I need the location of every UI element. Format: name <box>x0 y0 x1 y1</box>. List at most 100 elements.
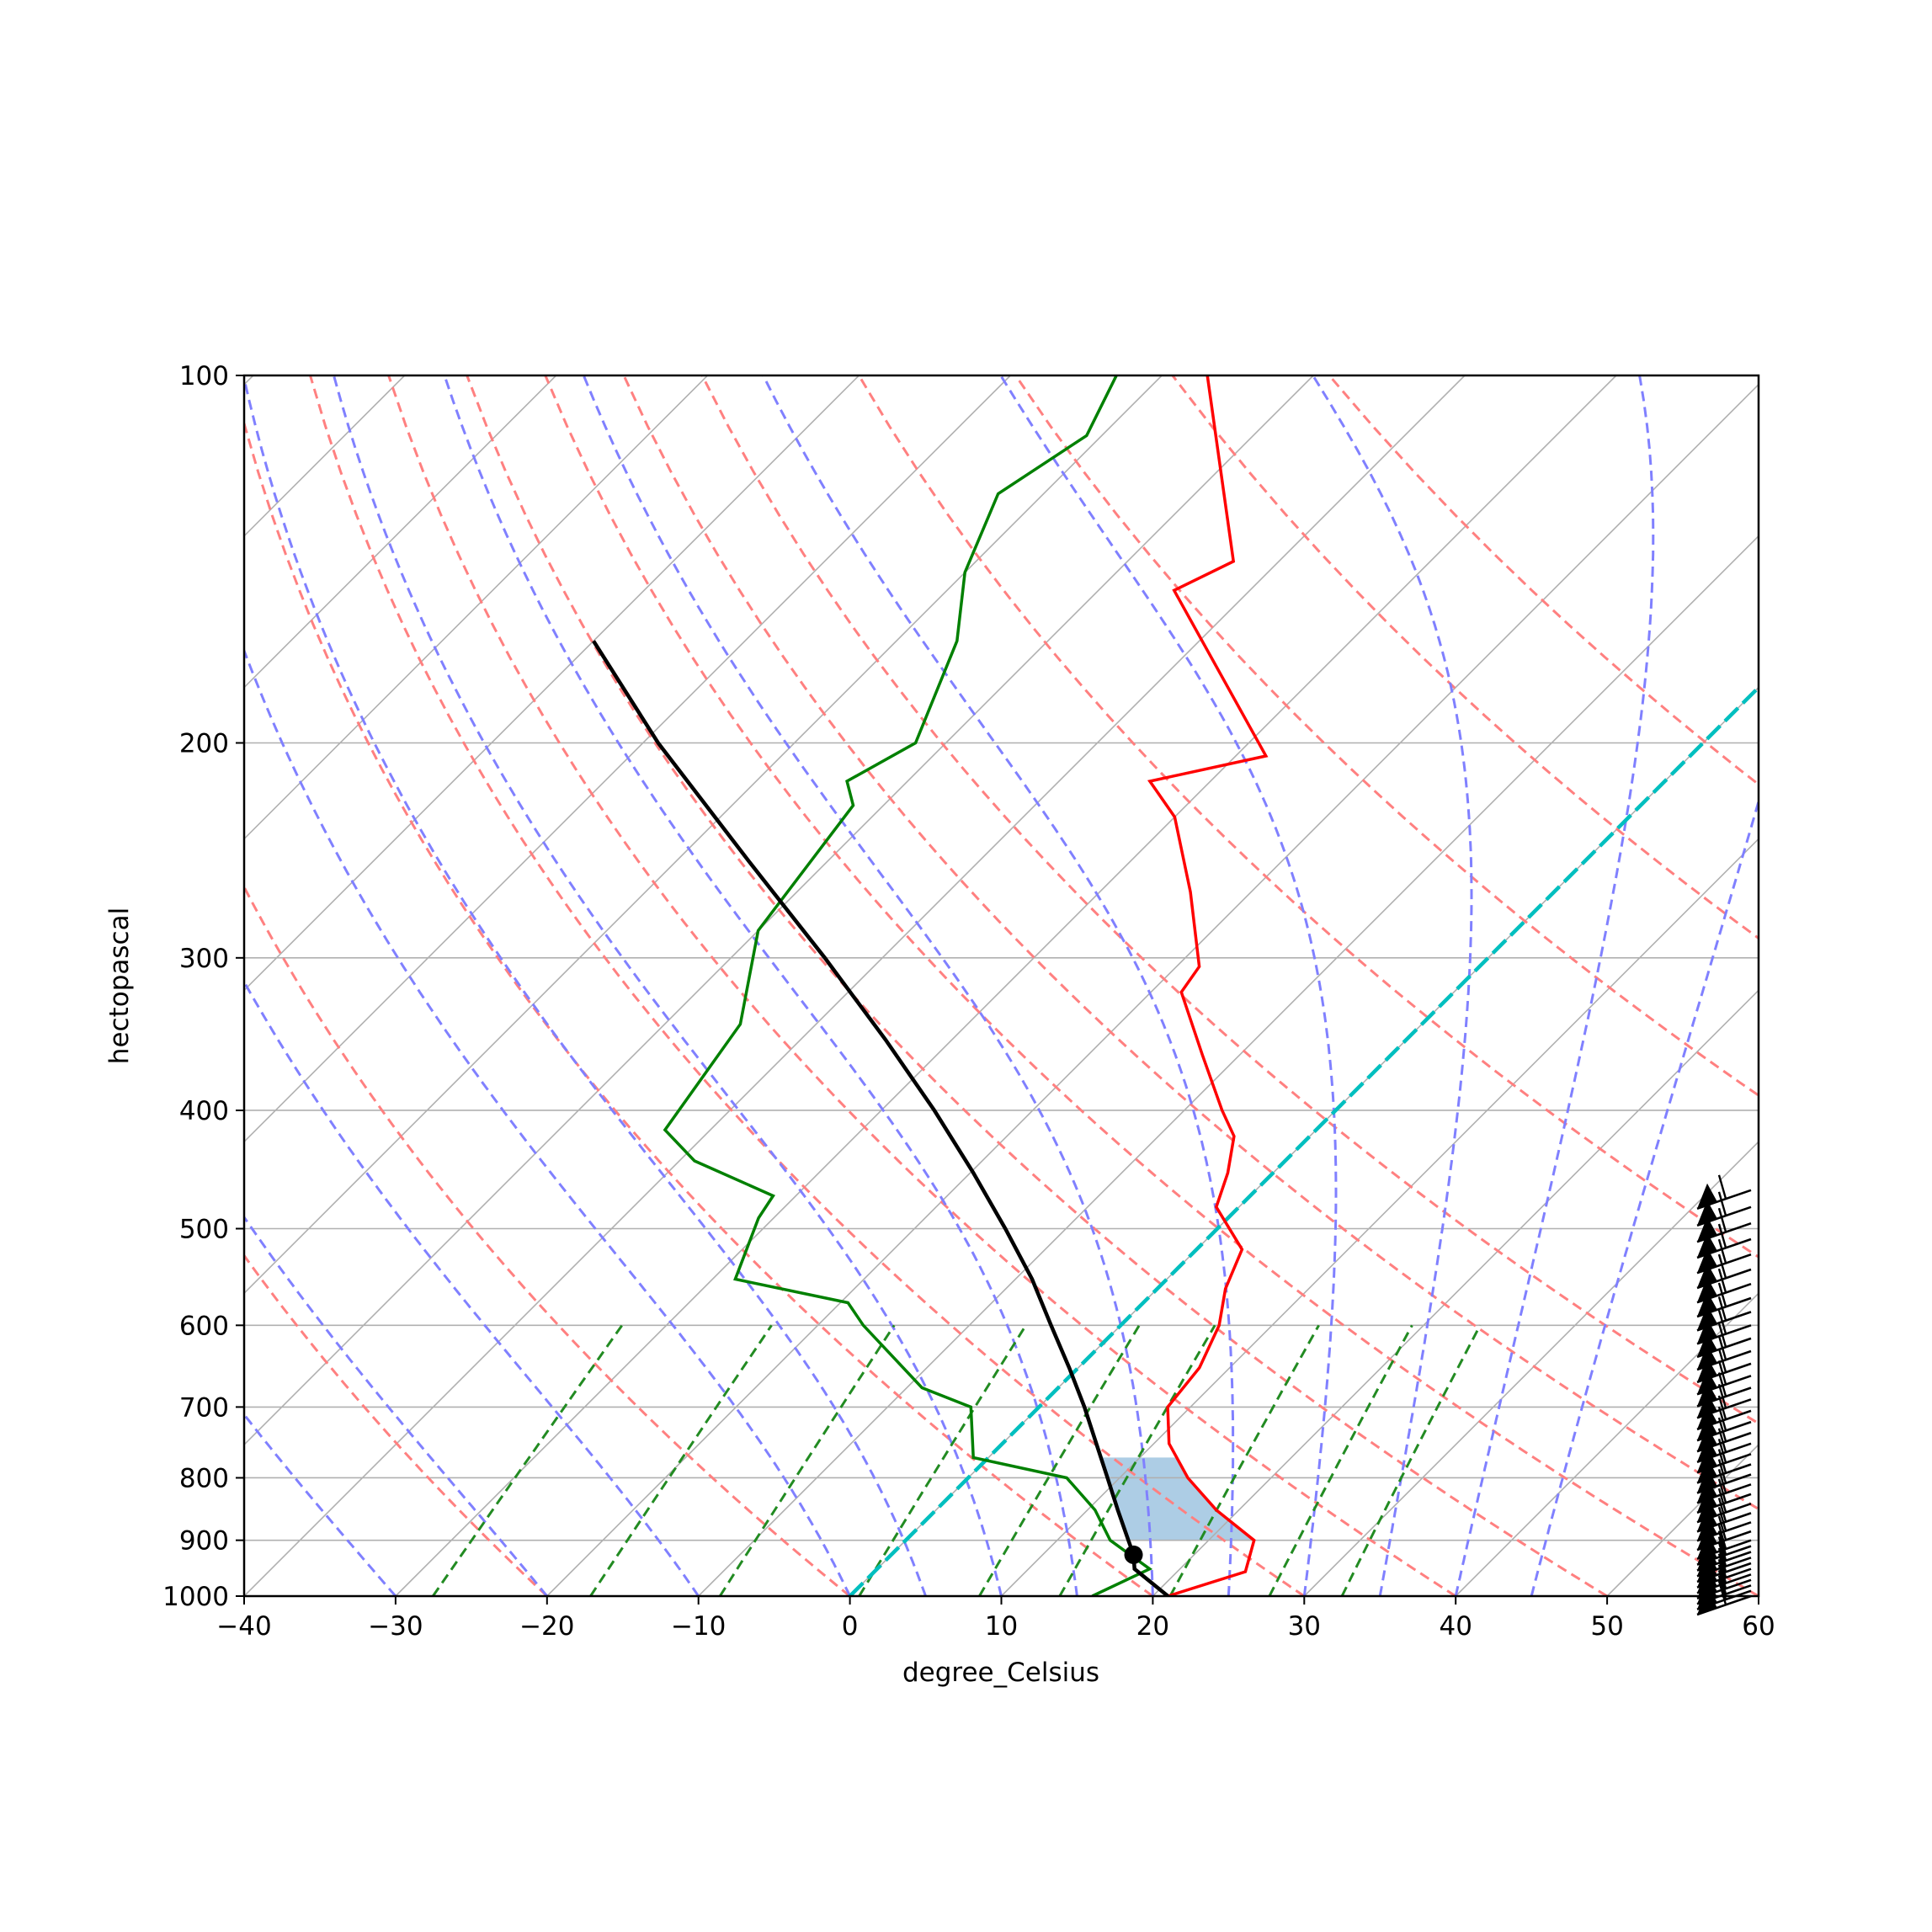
isotherm-line <box>546 383 1759 1596</box>
wind-barb-flag <box>1697 1216 1717 1243</box>
moist-adiabat-line <box>762 375 1235 1596</box>
moist-adiabat-line <box>244 1412 397 1596</box>
wind-barb-flag <box>1697 1356 1717 1382</box>
moist-adiabat-line <box>1454 375 1655 1596</box>
isotherm-line <box>1455 1292 1759 1596</box>
wind-barb-tick <box>1717 1207 1727 1232</box>
wind-barb-flag <box>1697 1183 1717 1209</box>
wind-barb-flag <box>1697 1403 1717 1429</box>
isotherm-line <box>1152 989 1759 1596</box>
dry-adiabat-line <box>1014 375 1759 1098</box>
x-tick-label: 60 <box>1742 1611 1775 1642</box>
x-tick-label: −10 <box>671 1611 726 1642</box>
wind-barb-flag <box>1697 1248 1717 1274</box>
wind-barb-tick <box>1717 1395 1727 1420</box>
special-lines <box>849 684 1759 1596</box>
isotherm-line <box>395 375 1617 1596</box>
x-tick-label: −20 <box>519 1611 574 1642</box>
y-tick-label: 300 <box>179 944 229 974</box>
moist-adiabat-line <box>244 1215 548 1596</box>
wind-barb-tick <box>1717 1498 1727 1522</box>
moist-adiabat-line <box>1312 375 1473 1596</box>
temperature-profile <box>1147 375 1269 1596</box>
dry-adiabat-line <box>622 375 1759 1511</box>
dry-adiabat-line <box>544 375 1759 1596</box>
x-tick-label: 0 <box>842 1611 859 1642</box>
wind-barb-tick <box>1717 1525 1727 1550</box>
y-tick-label: 900 <box>179 1526 229 1557</box>
dry-adiabat-line <box>244 884 851 1596</box>
wind-barb-flag <box>1697 1344 1717 1370</box>
wind-barb <box>1696 1372 1752 1408</box>
dry-adiabat-line <box>466 375 1608 1596</box>
wind-barb-tick <box>1717 1191 1727 1216</box>
isotherm-line <box>1000 838 1759 1596</box>
y-tick-label: 800 <box>179 1463 229 1493</box>
wind-barb-tick <box>1717 1536 1727 1561</box>
x-tick-label: 30 <box>1288 1611 1321 1642</box>
grid-lines <box>0 375 1759 1596</box>
zero-isotherm-line <box>849 684 1759 1596</box>
wind-barb <box>1696 1395 1752 1431</box>
x-tick-label: 10 <box>985 1611 1018 1642</box>
wind-barb-tick <box>1717 1459 1727 1483</box>
wind-barb-flag <box>1697 1392 1717 1418</box>
dry-adiabat-line <box>700 375 1759 1425</box>
wind-barb-flag <box>1697 1369 1717 1395</box>
wind-barb-flag <box>1697 1447 1717 1473</box>
moist-adiabat-line <box>244 375 927 1596</box>
isotherm-line <box>244 375 1466 1596</box>
x-tick-label: −40 <box>216 1611 271 1642</box>
x-tick-label: 50 <box>1590 1611 1623 1642</box>
x-tick-label: 40 <box>1439 1611 1472 1642</box>
y-tick-label: 700 <box>179 1392 229 1423</box>
wind-barb-tick <box>1717 1468 1727 1493</box>
wind-barb-tick <box>1717 1383 1727 1408</box>
mixing-ratio-line <box>1268 1324 1413 1596</box>
wind-barb-flag <box>1697 1277 1717 1303</box>
moist-adiabat-line <box>333 375 1003 1596</box>
axis-ticks: −40 −30 −20 −10 0 10 20 30 40 50 60 100 200 300 400 500… <box>162 361 1775 1642</box>
mixing-ratio-line <box>1058 1324 1216 1596</box>
moist-adiabat-line <box>443 375 1078 1596</box>
dry-adiabat-line <box>1171 375 1759 940</box>
y-tick-label: 600 <box>179 1311 229 1341</box>
wind-barb-flag <box>1697 1436 1717 1462</box>
wind-barb-flag <box>1697 1291 1717 1317</box>
moist-adiabat-line <box>244 979 700 1596</box>
mixing-ratio-line <box>978 1324 1141 1596</box>
wind-barb-tick <box>1717 1268 1727 1293</box>
isotherm-line <box>1758 1594 1759 1596</box>
y-tick-label: 400 <box>179 1096 229 1126</box>
isotherm-line <box>244 375 1314 1446</box>
isotherm-line <box>1303 1141 1759 1596</box>
wind-barb-flag <box>1697 1381 1717 1407</box>
mixing-ratio-line <box>589 1324 773 1596</box>
mixing-ratio-line <box>1168 1324 1320 1596</box>
y-axis-label: hectopascal <box>104 907 135 1064</box>
wind-barb-flag <box>1697 1305 1717 1331</box>
wind-barb <box>1696 1383 1752 1419</box>
moist-adiabat-line <box>1530 796 1759 1596</box>
x-axis-label: degree_Celsius <box>902 1658 1099 1688</box>
wind-barb <box>1696 1207 1752 1243</box>
wind-barb-tick <box>1717 1515 1727 1541</box>
wind-barb-tick <box>1717 1238 1727 1264</box>
y-tick-label: 200 <box>179 728 229 758</box>
isotherm-line <box>244 375 557 689</box>
wind-barb-tick <box>1717 1174 1727 1200</box>
wind-barbs <box>1696 1174 1752 1616</box>
wind-barb-flag <box>1697 1331 1717 1357</box>
x-tick-label: 20 <box>1136 1611 1169 1642</box>
wind-barb <box>1696 1223 1752 1259</box>
wind-barb <box>1696 1174 1752 1211</box>
wind-barb-tick <box>1717 1530 1727 1555</box>
moist-adiabat-line <box>582 375 1154 1596</box>
isotherm-line <box>0 375 102 1596</box>
wind-barb-tick <box>1717 1223 1727 1248</box>
isotherm-line <box>244 375 860 992</box>
wind-barb-flag <box>1697 1232 1717 1258</box>
y-tick-label: 1000 <box>162 1582 229 1612</box>
mixing-ratio-line <box>432 1324 624 1596</box>
